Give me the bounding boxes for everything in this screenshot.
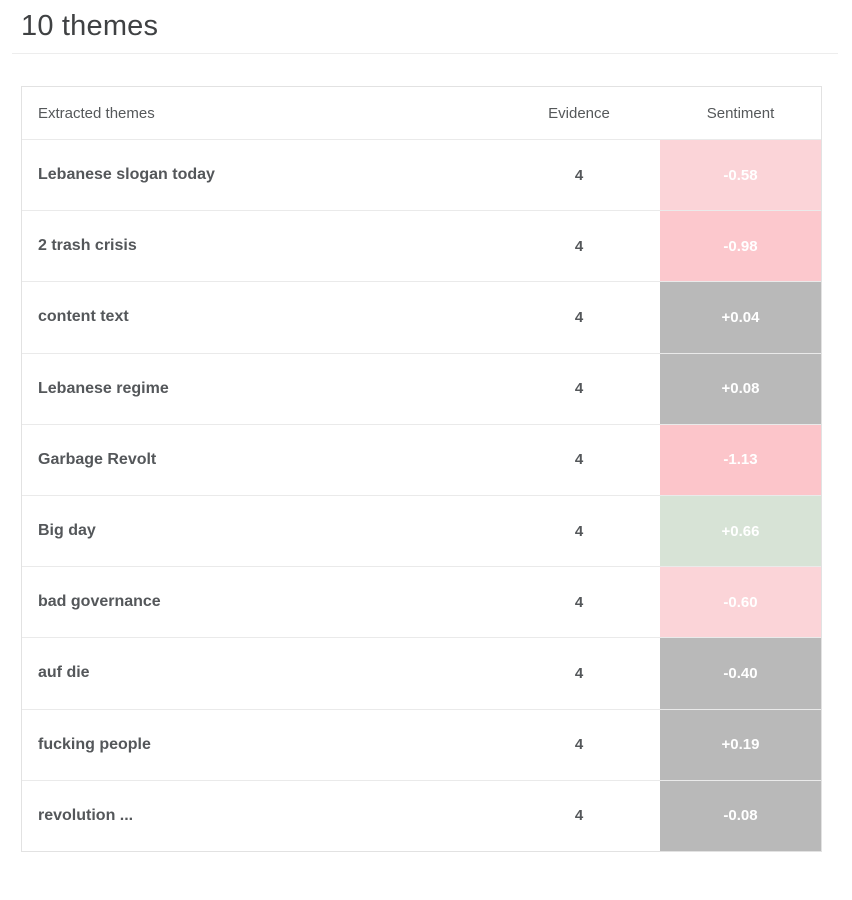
evidence-count: 4 bbox=[574, 522, 584, 540]
sentiment-badge: -0.08 bbox=[660, 780, 821, 851]
column-header-sentiment: Sentiment bbox=[706, 104, 775, 122]
evidence-count: 4 bbox=[574, 451, 584, 469]
sentiment-badge: +0.19 bbox=[660, 709, 821, 780]
table-row[interactable]: Lebanese slogan today 4 -0.58 bbox=[22, 139, 821, 211]
sentiment-badge: -0.98 bbox=[660, 211, 821, 282]
table-row[interactable]: 2 trash crisis 4 -0.98 bbox=[22, 210, 821, 282]
table-header-row: Extracted themes Evidence Sentiment bbox=[22, 87, 821, 139]
theme-label: Garbage Revolt bbox=[38, 450, 157, 468]
table-row[interactable]: Lebanese regime 4 +0.08 bbox=[22, 352, 821, 424]
table-row[interactable]: auf die 4 -0.40 bbox=[22, 637, 821, 709]
theme-label: revolution ... bbox=[38, 806, 134, 824]
table-row[interactable]: Garbage Revolt 4 -1.13 bbox=[22, 423, 821, 495]
evidence-count: 4 bbox=[574, 736, 584, 754]
theme-label: Lebanese slogan today bbox=[38, 166, 215, 184]
evidence-count: 4 bbox=[574, 664, 584, 682]
evidence-count: 4 bbox=[574, 166, 584, 184]
theme-label: auf die bbox=[38, 664, 90, 682]
theme-label: 2 trash crisis bbox=[38, 237, 137, 255]
theme-label: fucking people bbox=[38, 735, 151, 753]
sentiment-badge: +0.66 bbox=[660, 495, 821, 567]
table-row[interactable]: content text 4 +0.04 bbox=[22, 281, 821, 353]
evidence-count: 4 bbox=[574, 237, 584, 255]
sentiment-badge: -0.40 bbox=[660, 638, 821, 709]
sentiment-badge: -1.13 bbox=[660, 424, 821, 495]
evidence-count: 4 bbox=[574, 593, 584, 611]
theme-label: Big day bbox=[38, 522, 96, 540]
themes-table: Extracted themes Evidence Sentiment Leba… bbox=[21, 86, 822, 852]
table-row[interactable]: fucking people 4 +0.19 bbox=[22, 708, 821, 780]
sentiment-badge: +0.08 bbox=[660, 353, 821, 424]
sentiment-badge: -0.60 bbox=[660, 567, 821, 638]
evidence-count: 4 bbox=[574, 380, 584, 398]
evidence-count: 4 bbox=[574, 807, 584, 825]
column-header-evidence: Evidence bbox=[548, 104, 610, 122]
sentiment-badge: -0.58 bbox=[660, 140, 821, 211]
sentiment-badge: +0.04 bbox=[660, 282, 821, 353]
table-row[interactable]: bad governance 4 -0.60 bbox=[22, 566, 821, 638]
column-header-extracted-themes: Extracted themes bbox=[38, 104, 155, 122]
title-divider bbox=[12, 53, 838, 54]
table-row[interactable]: Big day 4 +0.66 bbox=[22, 494, 821, 567]
theme-label: bad governance bbox=[38, 593, 161, 611]
table-row[interactable]: revolution ... 4 -0.08 bbox=[22, 779, 821, 851]
page-title: 10 themes bbox=[21, 10, 159, 42]
theme-label: content text bbox=[38, 308, 129, 326]
evidence-count: 4 bbox=[574, 308, 584, 326]
theme-label: Lebanese regime bbox=[38, 379, 169, 397]
